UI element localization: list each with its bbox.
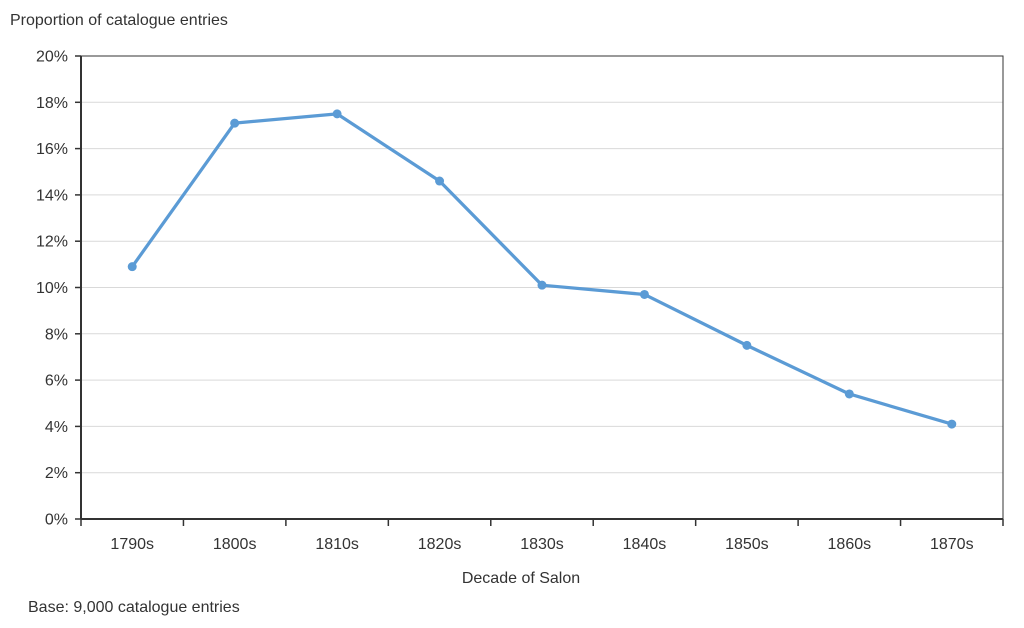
x-tick-label: 1860s [828,536,872,553]
data-point-marker [127,262,137,272]
data-point-marker [844,389,854,399]
y-tick-label: 6% [45,373,68,390]
x-tick-label: 1810s [315,536,359,553]
data-series-line [130,112,954,426]
x-tick-label: 1790s [110,536,154,553]
x-tick-label: 1870s [930,536,974,553]
y-tick-label: 10% [36,280,68,297]
data-point-marker [230,118,240,128]
x-tick-label: 1840s [623,536,667,553]
y-tick-label: 4% [45,419,68,436]
y-tick-label: 2% [45,465,68,482]
data-point-marker [332,109,342,119]
data-point-marker [742,340,752,350]
data-point-marker [947,419,957,429]
chart-title: Proportion of catalogue entries [10,12,228,29]
y-tick-label: 12% [36,234,68,251]
data-point-marker [537,280,547,290]
y-tick-label: 0% [45,512,68,529]
x-tick-label: 1830s [520,536,564,553]
y-tick-label: 18% [36,95,68,112]
x-tick-label: 1820s [418,536,462,553]
data-point-marker [435,176,445,186]
y-tick-label: 14% [36,187,68,204]
x-tick-label: 1850s [725,536,769,553]
y-tick-label: 16% [36,141,68,158]
y-tick-label: 8% [45,326,68,343]
y-tick-label: 20% [36,49,68,66]
x-tick-label: 1800s [213,536,257,553]
data-point-marker [639,289,649,299]
x-axis-title: Decade of Salon [461,570,581,587]
base-note: Base: 9,000 catalogue entries [28,599,240,616]
